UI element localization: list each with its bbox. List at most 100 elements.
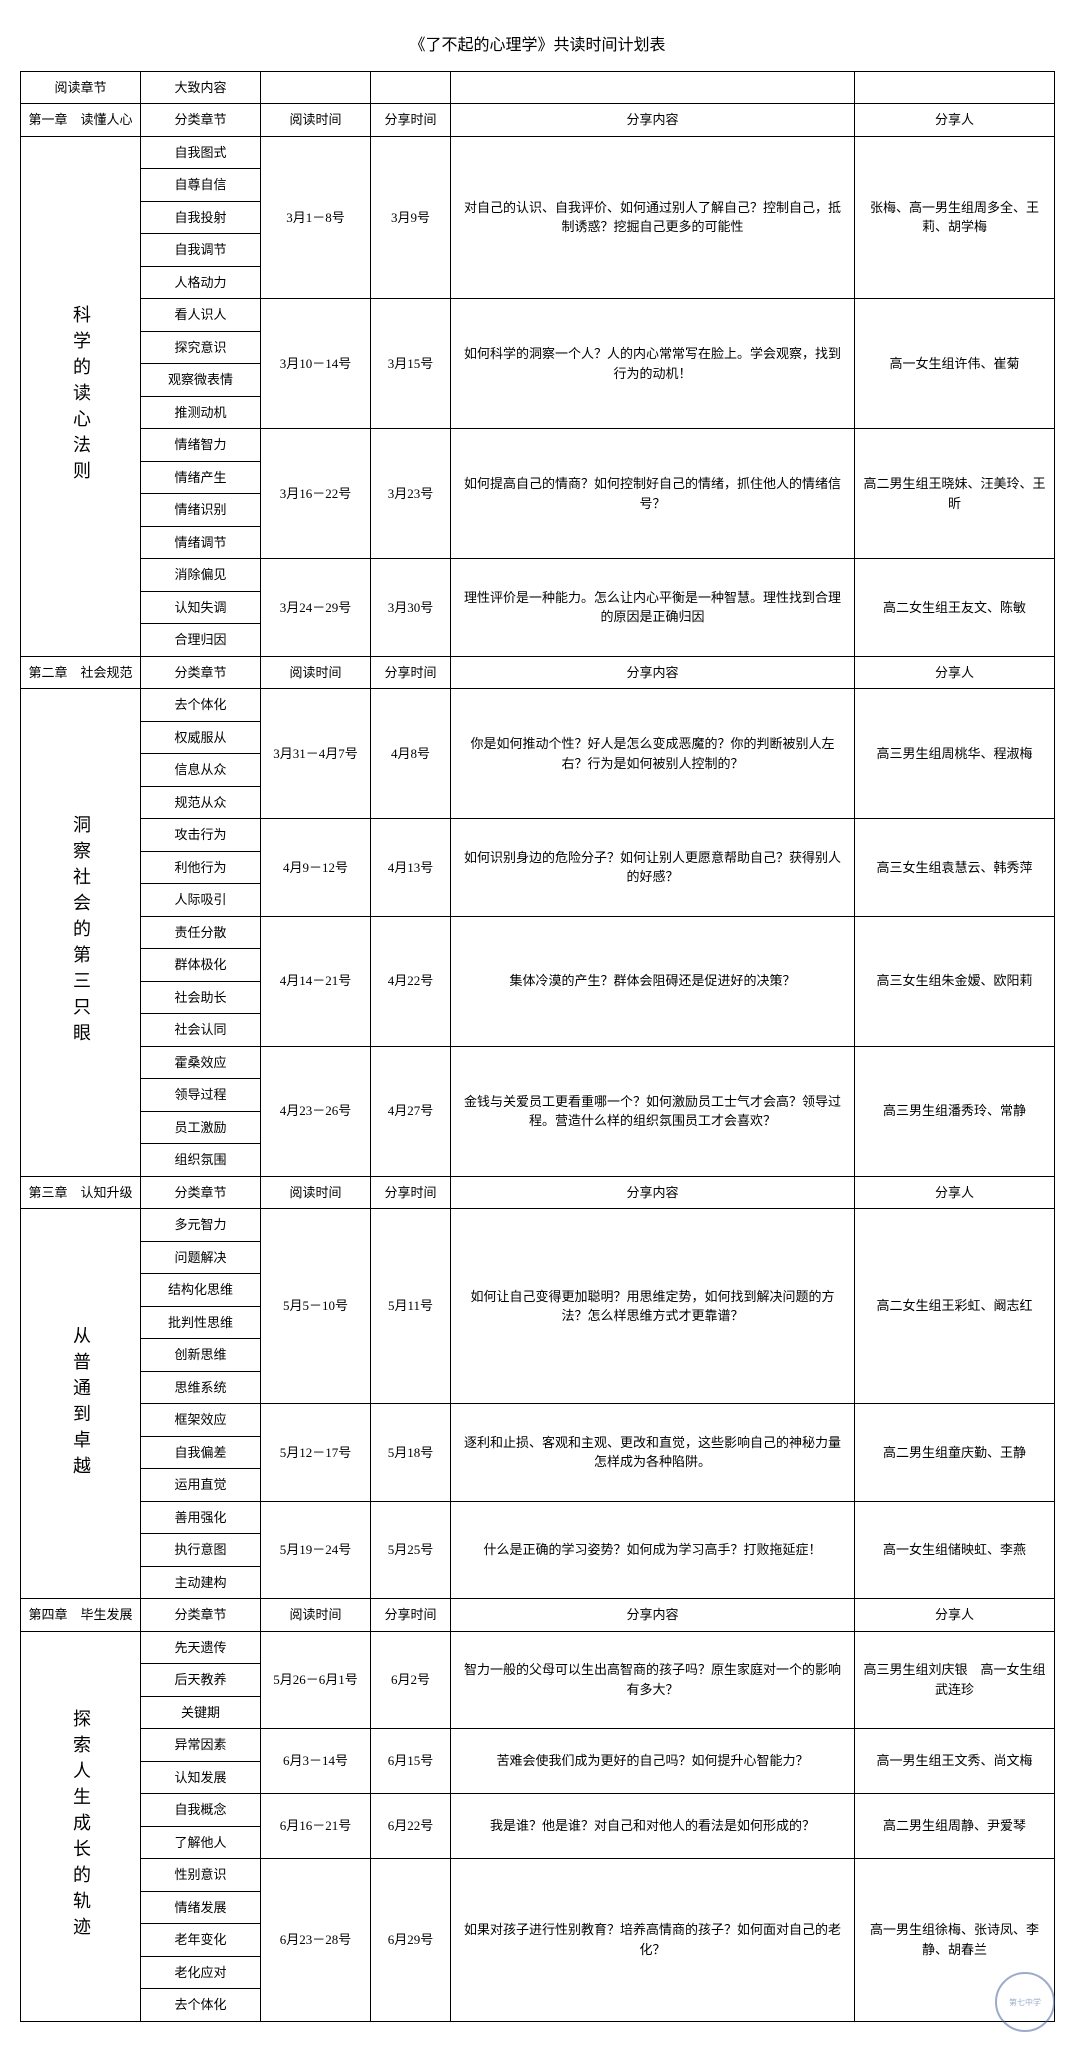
- page-title: 《了不起的心理学》共读时间计划表: [20, 31, 1055, 55]
- share-person: 高三男生组周桃华、程淑梅: [855, 689, 1055, 819]
- share-person: 高二男生组童庆勤、王静: [855, 1404, 1055, 1502]
- sub-chapter: 自我调节: [141, 234, 261, 267]
- sub-chapter: 社会认同: [141, 1014, 261, 1047]
- section-name: 探索人生成长的轨迹: [21, 1631, 141, 2021]
- sub-chapter: 框架效应: [141, 1404, 261, 1437]
- section-name: 从普通到卓越: [21, 1209, 141, 1599]
- share-person: 高二女生组王彩虹、阚志红: [855, 1209, 1055, 1404]
- sub-chapter: 观察微表情: [141, 364, 261, 397]
- header-sharetime: 分享时间: [371, 104, 451, 137]
- share-content: 智力一般的父母可以生出高智商的孩子吗？原生家庭对一个的影响有多大？: [451, 1631, 855, 1729]
- share-time: 4月8号: [371, 689, 451, 819]
- header-readtime: 阅读时间: [261, 1176, 371, 1209]
- share-content: 如何科学的洞察一个人？人的内心常常写在脸上。学会观察，找到行为的动机！: [451, 299, 855, 429]
- sub-chapter: 社会助长: [141, 981, 261, 1014]
- share-person: 高二男生组王晓妹、汪美玲、王昕: [855, 429, 1055, 559]
- sub-chapter: 关键期: [141, 1696, 261, 1729]
- header-content: 分享内容: [451, 656, 855, 689]
- sub-chapter: 人格动力: [141, 266, 261, 299]
- sub-chapter: 结构化思维: [141, 1274, 261, 1307]
- chapter-title: 第二章 社会规范: [21, 656, 141, 689]
- share-content: 逐利和止损、客观和主观、更改和直觉，这些影响自己的神秘力量怎样成为各种陷阱。: [451, 1404, 855, 1502]
- share-time: 5月11号: [371, 1209, 451, 1404]
- watermark-logo: 第七中学: [995, 1972, 1055, 2032]
- sub-chapter: 领导过程: [141, 1079, 261, 1112]
- header-content: 分享内容: [451, 1176, 855, 1209]
- sub-chapter: 自我概念: [141, 1794, 261, 1827]
- share-person: 高三男生组潘秀玲、常静: [855, 1046, 1055, 1176]
- header-sub: 分类章节: [141, 656, 261, 689]
- sub-chapter: 认知发展: [141, 1761, 261, 1794]
- share-time: 3月30号: [371, 559, 451, 657]
- sub-chapter: 后天教养: [141, 1664, 261, 1697]
- section-name: 洞察社会的第三只眼: [21, 689, 141, 1177]
- sub-chapter: 探究意识: [141, 331, 261, 364]
- header-content: 分享内容: [451, 104, 855, 137]
- share-content: 集体冷漠的产生？群体会阻碍还是促进好的决策？: [451, 916, 855, 1046]
- sub-chapter: 看人识人: [141, 299, 261, 332]
- header-blank: [261, 71, 371, 104]
- sub-chapter: 推测动机: [141, 396, 261, 429]
- share-time: 4月22号: [371, 916, 451, 1046]
- share-content: 如何让自己变得更加聪明？用思维定势，如何找到解决问题的方法？怎么样思维方式才更靠…: [451, 1209, 855, 1404]
- share-person: 高三女生组袁慧云、韩秀萍: [855, 819, 1055, 917]
- sub-chapter: 组织氛围: [141, 1144, 261, 1177]
- sub-chapter: 员工激励: [141, 1111, 261, 1144]
- sub-chapter: 规范从众: [141, 786, 261, 819]
- share-person: 高一女生组储映虹、李燕: [855, 1501, 1055, 1599]
- share-content: 对自己的认识、自我评价、如何通过别人了解自己？控制自己，抵制诱惑？挖掘自己更多的…: [451, 136, 855, 299]
- share-time: 6月22号: [371, 1794, 451, 1859]
- sub-chapter: 权威服从: [141, 721, 261, 754]
- sub-chapter: 老年变化: [141, 1924, 261, 1957]
- sub-chapter: 情绪产生: [141, 461, 261, 494]
- sub-chapter: 自尊自信: [141, 169, 261, 202]
- header-readtime: 阅读时间: [261, 104, 371, 137]
- share-time: 5月18号: [371, 1404, 451, 1502]
- section-name: 科学的读心法则: [21, 136, 141, 656]
- sub-chapter: 情绪发展: [141, 1891, 261, 1924]
- sub-chapter: 情绪智力: [141, 429, 261, 462]
- sub-chapter: 群体极化: [141, 949, 261, 982]
- sub-chapter: 消除偏见: [141, 559, 261, 592]
- sub-chapter: 运用直觉: [141, 1469, 261, 1502]
- sub-chapter: 问题解决: [141, 1241, 261, 1274]
- sub-chapter: 霍桑效应: [141, 1046, 261, 1079]
- schedule-table: 阅读章节大致内容第一章 读懂人心分类章节阅读时间分享时间分享内容分享人科学的读心…: [20, 71, 1055, 2022]
- sub-chapter: 自我投射: [141, 201, 261, 234]
- share-person: 张梅、高一男生组周多全、王莉、胡学梅: [855, 136, 1055, 299]
- sub-chapter: 信息从众: [141, 754, 261, 787]
- share-content: 苦难会使我们成为更好的自己吗？如何提升心智能力？: [451, 1729, 855, 1794]
- read-time: 6月23－28号: [261, 1859, 371, 2022]
- sub-chapter: 了解他人: [141, 1826, 261, 1859]
- header-person: 分享人: [855, 1176, 1055, 1209]
- chapter-title: 第一章 读懂人心: [21, 104, 141, 137]
- sub-chapter: 批判性思维: [141, 1306, 261, 1339]
- read-time: 4月9－12号: [261, 819, 371, 917]
- header-outline: 大致内容: [141, 71, 261, 104]
- read-time: 5月12－17号: [261, 1404, 371, 1502]
- sub-chapter: 情绪识别: [141, 494, 261, 527]
- share-person: 高一男生组王文秀、尚文梅: [855, 1729, 1055, 1794]
- read-time: 5月26－6月1号: [261, 1631, 371, 1729]
- chapter-title: 第四章 毕生发展: [21, 1599, 141, 1632]
- sub-chapter: 利他行为: [141, 851, 261, 884]
- share-time: 3月23号: [371, 429, 451, 559]
- sub-chapter: 执行意图: [141, 1534, 261, 1567]
- sub-chapter: 去个体化: [141, 689, 261, 722]
- sub-chapter: 善用强化: [141, 1501, 261, 1534]
- share-person: 高三男生组刘庆银 高一女生组武连珍: [855, 1631, 1055, 1729]
- sub-chapter: 老化应对: [141, 1956, 261, 1989]
- share-person: 高二男生组周静、尹爱琴: [855, 1794, 1055, 1859]
- sub-chapter: 性别意识: [141, 1859, 261, 1892]
- share-person: 高三女生组朱金嫒、欧阳莉: [855, 916, 1055, 1046]
- header-readtime: 阅读时间: [261, 656, 371, 689]
- share-content: 如何提高自己的情商？如何控制好自己的情绪，抓住他人的情绪信号？: [451, 429, 855, 559]
- sub-chapter: 去个体化: [141, 1989, 261, 2022]
- header-blank: [855, 71, 1055, 104]
- header-sub: 分类章节: [141, 1176, 261, 1209]
- header-sharetime: 分享时间: [371, 656, 451, 689]
- sub-chapter: 创新思维: [141, 1339, 261, 1372]
- header-sub: 分类章节: [141, 104, 261, 137]
- header-sub: 分类章节: [141, 1599, 261, 1632]
- share-content: 理性评价是一种能力。怎么让内心平衡是一种智慧。理性找到合理的原因是正确归因: [451, 559, 855, 657]
